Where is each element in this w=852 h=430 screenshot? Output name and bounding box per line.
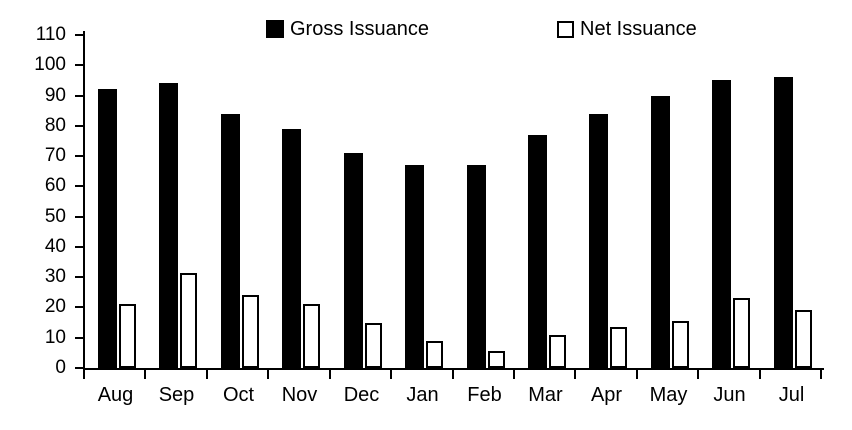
x-axis-tick: [267, 370, 269, 379]
x-axis-tick: [144, 370, 146, 379]
bar-net-issuance-may: [672, 321, 689, 368]
bar-net-issuance-oct: [242, 295, 259, 368]
legend-label-gross-issuance: Gross Issuance: [290, 18, 429, 40]
legend-item-gross-issuance: Gross Issuance: [266, 15, 429, 43]
x-axis-tick: [759, 370, 761, 379]
bar-gross-issuance-may: [651, 96, 670, 368]
y-axis-tick-label: 70: [44, 145, 66, 166]
bar-net-issuance-feb: [488, 351, 505, 368]
x-axis-category-label: Jan: [406, 384, 439, 406]
x-axis-category-label: Apr: [590, 384, 623, 406]
bar-gross-issuance-sep: [159, 83, 178, 368]
x-axis-category-label: Dec: [343, 384, 380, 406]
y-axis-tick: [75, 306, 83, 308]
y-axis-tick: [75, 185, 83, 187]
y-axis-tick: [75, 216, 83, 218]
bar-net-issuance-jan: [426, 341, 443, 368]
y-axis-tick: [75, 155, 83, 157]
x-axis-tick: [574, 370, 576, 379]
x-axis-category-label: Feb: [467, 384, 502, 406]
y-axis-tick-label: 40: [44, 236, 66, 257]
net-issuance-swatch-icon: [557, 20, 574, 38]
x-axis-category-label: Nov: [281, 384, 318, 406]
bar-gross-issuance-aug: [98, 89, 117, 368]
bar-net-issuance-sep: [180, 273, 197, 368]
y-axis-tick: [75, 337, 83, 339]
plot-area: [85, 35, 822, 368]
legend-label-net-issuance: Net Issuance: [580, 18, 697, 40]
bar-gross-issuance-feb: [467, 165, 486, 368]
y-axis-tick-label: 80: [44, 115, 66, 136]
y-axis-tick: [75, 246, 83, 248]
y-axis-tick-label: 0: [55, 357, 66, 378]
x-axis-category-label: Jul: [778, 384, 805, 406]
y-axis-tick: [75, 34, 83, 36]
x-axis-category-label: Sep: [158, 384, 195, 406]
legend: Gross Issuance Net Issuance: [0, 15, 852, 45]
y-axis-tick-label: 90: [44, 85, 66, 106]
y-axis-line: [83, 31, 85, 370]
y-axis-tick-label: 30: [44, 266, 66, 287]
x-axis-tick: [452, 370, 454, 379]
x-axis-tick: [83, 370, 85, 379]
y-axis-tick: [75, 367, 83, 369]
y-axis-tick-label: 110: [35, 24, 66, 45]
bar-gross-issuance-jun: [712, 80, 731, 368]
bar-gross-issuance-nov: [282, 129, 301, 368]
y-axis-tick-label: 60: [44, 175, 66, 196]
bar-gross-issuance-jan: [405, 165, 424, 368]
gross-issuance-swatch-icon: [266, 20, 284, 38]
x-axis-tick: [636, 370, 638, 379]
x-axis-category-label: May: [649, 384, 688, 406]
y-axis-tick-label: 50: [44, 206, 66, 227]
x-axis-category-label: Oct: [222, 384, 255, 406]
x-axis-tick: [206, 370, 208, 379]
x-axis-line: [83, 368, 824, 370]
x-axis-tick: [697, 370, 699, 379]
x-axis-category-label: Aug: [97, 384, 134, 406]
x-axis-tick: [329, 370, 331, 379]
x-axis-category-label: Mar: [528, 384, 563, 406]
bar-net-issuance-mar: [549, 335, 566, 368]
bar-net-issuance-jul: [795, 310, 812, 368]
x-axis-tick: [513, 370, 515, 379]
y-axis-tick-label: 20: [44, 296, 66, 317]
bar-gross-issuance-mar: [528, 135, 547, 368]
bar-net-issuance-nov: [303, 304, 320, 368]
bar-net-issuance-apr: [610, 327, 627, 368]
bar-net-issuance-aug: [119, 304, 136, 368]
bar-gross-issuance-apr: [589, 114, 608, 368]
x-axis-category-label: Jun: [713, 384, 746, 406]
bar-gross-issuance-dec: [344, 153, 363, 368]
bar-gross-issuance-jul: [774, 77, 793, 368]
x-axis-tick: [390, 370, 392, 379]
y-axis-tick: [75, 64, 83, 66]
x-axis-tick: [820, 370, 822, 379]
y-axis-tick: [75, 276, 83, 278]
y-axis-tick-label: 10: [44, 327, 66, 348]
y-axis-tick: [75, 125, 83, 127]
bar-net-issuance-jun: [733, 298, 750, 368]
legend-item-net-issuance: Net Issuance: [557, 15, 697, 43]
y-axis-tick-label: 100: [34, 54, 66, 75]
y-axis-tick: [75, 95, 83, 97]
bar-net-issuance-dec: [365, 323, 382, 368]
bar-gross-issuance-oct: [221, 114, 240, 368]
